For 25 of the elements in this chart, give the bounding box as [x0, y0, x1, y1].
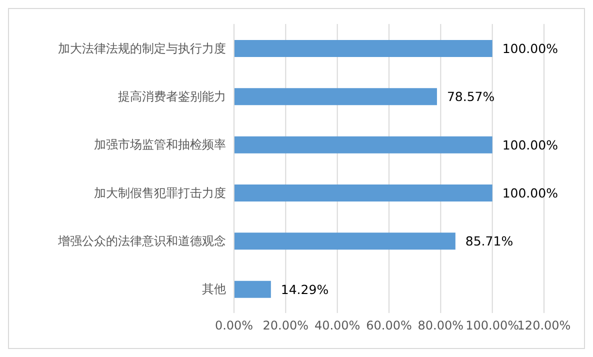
bar	[234, 280, 271, 298]
x-tick-label: 0.00%	[214, 318, 254, 333]
y-tick-label: 增强公众的法律意识和道德观念	[57, 234, 226, 248]
data-label: 100.00%	[502, 185, 558, 200]
y-tick-label: 加大法律法规的制定与执行力度	[58, 41, 226, 56]
bar	[234, 184, 492, 202]
data-label: 14.29%	[280, 282, 329, 297]
x-tick-label: 20.00%	[262, 318, 309, 333]
bar	[234, 40, 492, 57]
y-tick-label: 其他	[202, 282, 226, 296]
data-label: 100.00%	[502, 137, 558, 152]
y-tick-label: 加大制假售犯罪打击力度	[94, 186, 226, 200]
data-label: 100.00%	[502, 40, 558, 56]
data-label: 85.71%	[465, 234, 514, 249]
x-tick-label: 80.00%	[418, 318, 464, 333]
data-label: 78.57%	[446, 89, 495, 104]
x-tick-label: 120.00%	[517, 318, 571, 333]
bar	[234, 88, 437, 106]
bar	[234, 136, 492, 154]
y-tick-label: 提高消费者鉴别能力	[118, 90, 226, 104]
y-tick-label: 加强市场监管和抽检频率	[94, 138, 226, 152]
x-tick-label: 60.00%	[366, 318, 412, 333]
x-tick-label: 100.00%	[466, 318, 520, 333]
bar	[234, 232, 456, 250]
x-tick-label: 40.00%	[314, 318, 360, 333]
